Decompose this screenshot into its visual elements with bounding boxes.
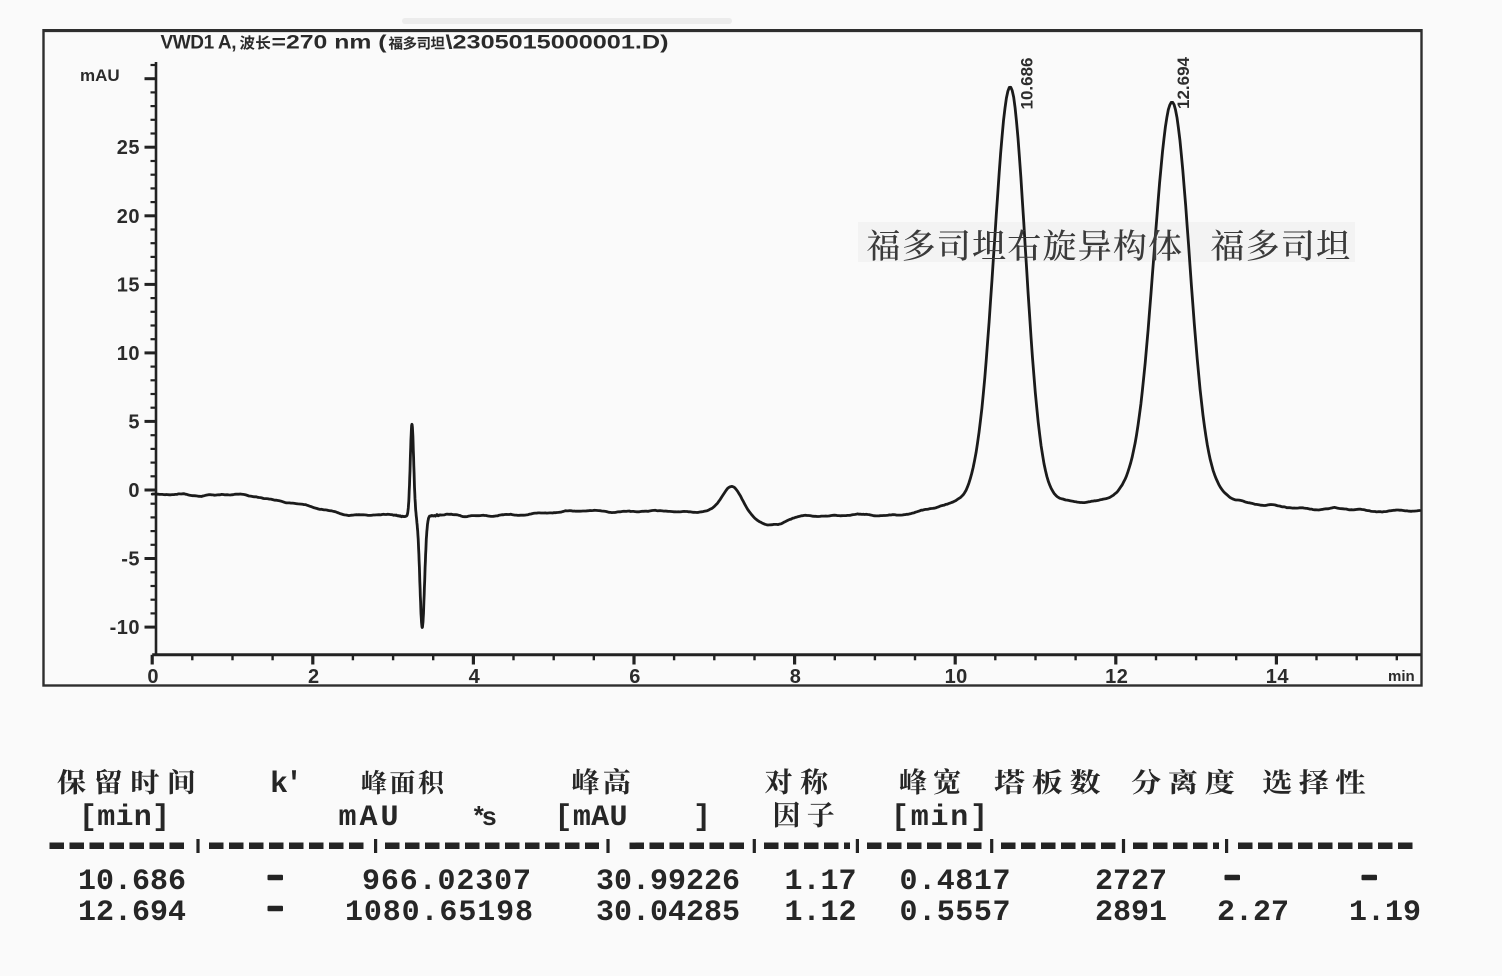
svg-text:mAU: mAU [80, 66, 120, 85]
svg-text:0: 0 [128, 480, 140, 502]
svg-text:[min]: [min] [891, 801, 988, 835]
svg-text:[mAU: [mAU [555, 801, 628, 835]
svg-text:15: 15 [117, 274, 140, 296]
svg-text:1.17: 1.17 [785, 865, 857, 899]
svg-text:30.04285: 30.04285 [596, 896, 740, 930]
svg-text:20: 20 [117, 206, 140, 228]
svg-text:966.02307: 966.02307 [362, 865, 531, 899]
svg-text:1080.65198: 1080.65198 [345, 896, 533, 930]
svg-text:2.27: 2.27 [1217, 896, 1289, 930]
svg-text:*: * [471, 803, 487, 833]
svg-text:10: 10 [945, 666, 968, 688]
svg-text:30.99226: 30.99226 [596, 865, 740, 899]
svg-text:12.694: 12.694 [78, 896, 186, 930]
svg-text:min: min [1388, 668, 1415, 685]
svg-text:1.12: 1.12 [785, 896, 857, 930]
svg-text:4: 4 [469, 666, 481, 688]
svg-text:0.5557: 0.5557 [900, 896, 1011, 930]
svg-text:12: 12 [1105, 666, 1128, 688]
svg-text:0: 0 [147, 666, 159, 688]
svg-text:6: 6 [629, 666, 641, 688]
svg-text:=270 nm (: =270 nm ( [272, 33, 388, 54]
svg-text:12.694: 12.694 [1174, 56, 1193, 109]
svg-text:10.686: 10.686 [78, 865, 186, 899]
svg-text:s: s [482, 803, 498, 833]
svg-text:[min]: [min] [79, 801, 170, 835]
svg-text:-5: -5 [121, 549, 140, 571]
svg-text:]: ] [693, 801, 711, 835]
svg-text:8: 8 [790, 666, 802, 688]
svg-text:\2305015000001.D): \2305015000001.D) [446, 33, 669, 54]
svg-text:10: 10 [117, 343, 140, 365]
svg-text:2727: 2727 [1095, 865, 1167, 899]
svg-text:1.19: 1.19 [1349, 896, 1421, 930]
svg-text:0.4817: 0.4817 [900, 865, 1011, 899]
svg-text:VWD1 A,: VWD1 A, [161, 33, 237, 54]
svg-text:2: 2 [308, 666, 320, 688]
svg-text:-10: -10 [110, 617, 140, 639]
svg-text:25: 25 [117, 137, 140, 159]
svg-text:mAU: mAU [339, 801, 399, 835]
svg-text:14: 14 [1266, 666, 1290, 688]
svg-text:5: 5 [128, 411, 140, 433]
svg-text:2891: 2891 [1095, 896, 1167, 930]
svg-text:k': k' [270, 768, 303, 802]
svg-text:10.686: 10.686 [1018, 58, 1037, 110]
